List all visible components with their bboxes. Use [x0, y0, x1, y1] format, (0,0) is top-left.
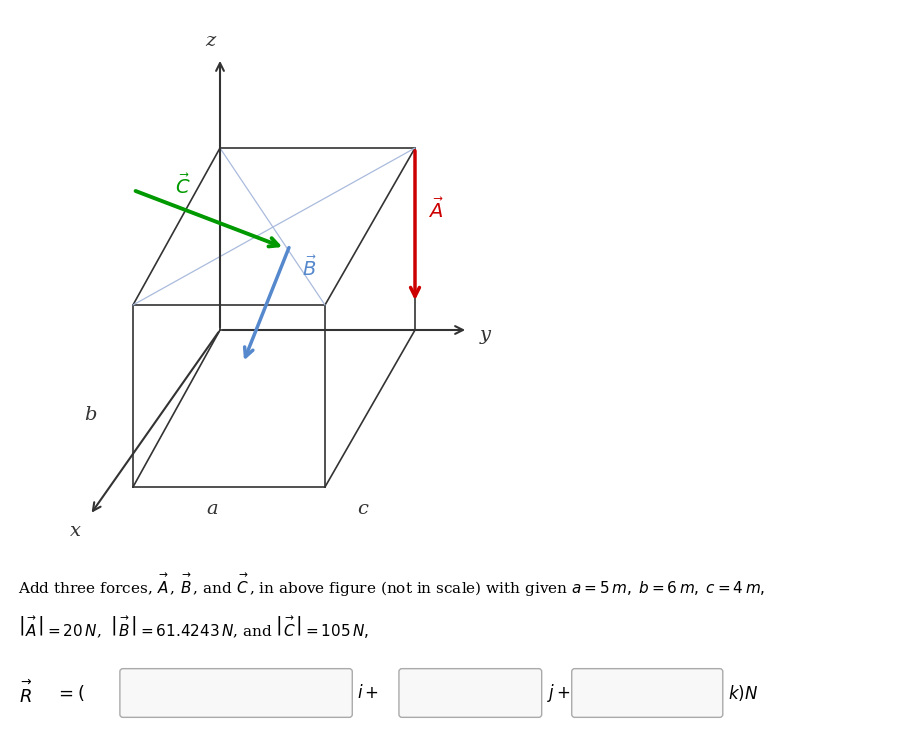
Text: y: y	[480, 326, 491, 344]
Text: x: x	[69, 522, 80, 540]
Text: c: c	[358, 500, 369, 518]
Text: a: a	[206, 500, 218, 518]
Text: $k) N$: $k) N$	[728, 683, 758, 703]
Text: $\vec{B}$: $\vec{B}$	[302, 256, 317, 280]
FancyBboxPatch shape	[399, 669, 541, 718]
Text: $\overset{\rightarrow}{R}$: $\overset{\rightarrow}{R}$	[18, 679, 32, 707]
Text: $\left|\overset{\rightarrow}{A}\right| = 20\,N$,  $\left|\overset{\rightarrow}{B: $\left|\overset{\rightarrow}{A}\right| =…	[18, 614, 370, 641]
Text: $i +$: $i +$	[358, 684, 379, 702]
Text: z: z	[205, 32, 215, 50]
Text: $\vec{C}$: $\vec{C}$	[175, 174, 190, 198]
FancyBboxPatch shape	[572, 669, 723, 718]
Text: $= ($: $= ($	[55, 683, 85, 703]
Text: Add three forces, $\overset{\rightarrow}{A}$, $\overset{\rightarrow}{B}$, and $\: Add three forces, $\overset{\rightarrow}…	[18, 571, 765, 599]
Text: $j +$: $j +$	[547, 682, 570, 704]
Text: $\vec{A}$: $\vec{A}$	[428, 198, 444, 222]
FancyBboxPatch shape	[120, 669, 352, 718]
Text: b: b	[84, 406, 96, 424]
